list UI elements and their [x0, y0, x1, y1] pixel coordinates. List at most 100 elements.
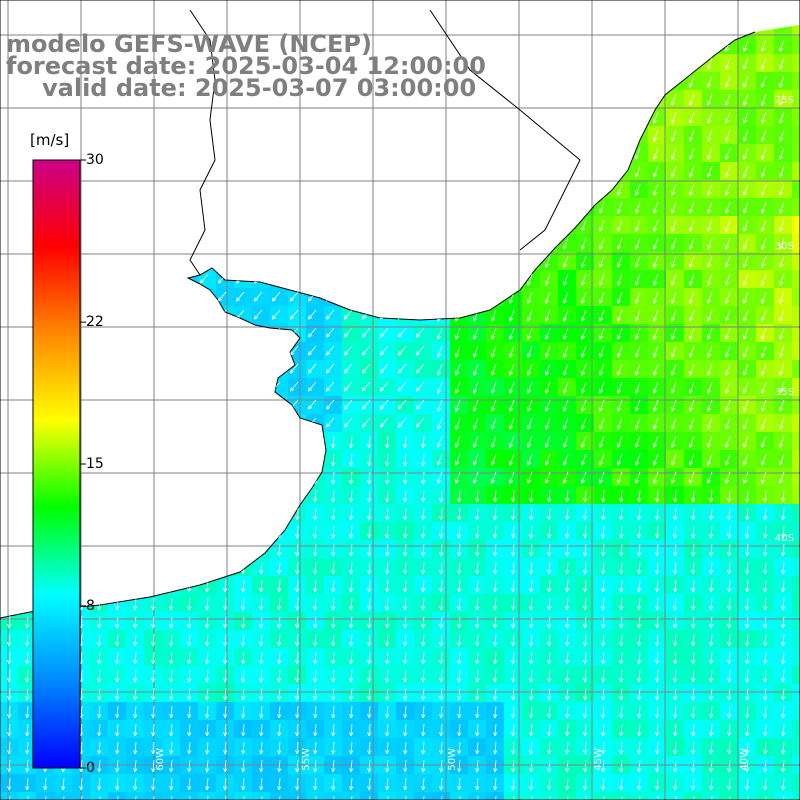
wind-arrow — [475, 579, 480, 593]
wind-cell — [162, 288, 181, 307]
wind-arrow — [205, 669, 210, 683]
wind-cell — [630, 54, 649, 73]
wind-arrow — [617, 435, 623, 448]
wind-arrow — [727, 741, 732, 755]
wind-cell — [234, 396, 253, 415]
wind-cell — [288, 468, 307, 487]
wind-cell — [792, 360, 800, 379]
wind-cell — [702, 180, 721, 199]
wind-cell — [414, 288, 433, 307]
wind-arrow — [710, 795, 713, 800]
wind-arrow — [779, 363, 785, 376]
wind-cell — [306, 450, 325, 469]
wind-arrow — [725, 219, 731, 232]
wind-cell — [126, 432, 145, 451]
wind-cell — [594, 324, 613, 343]
wind-arrow — [437, 471, 443, 484]
wind-cell — [234, 306, 253, 325]
wind-arrow — [599, 255, 605, 268]
wind-arrow — [781, 507, 786, 521]
wind-arrow — [491, 309, 497, 322]
wind-arrow — [529, 651, 534, 665]
wind-cell — [756, 306, 775, 325]
wind-arrow — [223, 579, 228, 593]
wind-arrow — [691, 741, 696, 755]
wind-arrow — [727, 669, 732, 683]
wind-arrow — [235, 219, 245, 230]
wind-cell — [162, 108, 181, 127]
wind-arrow — [349, 723, 354, 737]
wind-arrow — [397, 147, 407, 158]
wind-arrow — [253, 363, 263, 374]
wind-arrow — [91, 201, 101, 212]
wind-cell — [288, 144, 307, 163]
wind-cell — [432, 306, 451, 325]
wind-cell — [792, 540, 800, 559]
wind-cell — [468, 162, 487, 181]
wind-arrow — [581, 201, 587, 214]
wind-arrow — [259, 471, 264, 485]
wind-arrow — [527, 363, 533, 376]
wind-arrow — [331, 579, 336, 593]
wind-cell — [90, 342, 109, 361]
wind-arrow — [511, 705, 516, 719]
wind-cell — [702, 288, 721, 307]
wind-arrow — [397, 255, 407, 266]
wind-arrow — [511, 507, 516, 521]
wind-arrow — [707, 273, 713, 286]
wind-arrow — [349, 741, 354, 755]
wind-arrow — [199, 147, 209, 158]
wind-cell — [792, 576, 800, 595]
wind-cell — [198, 108, 217, 127]
wind-cell — [666, 378, 685, 397]
wind-arrow — [457, 489, 462, 503]
wind-cell — [126, 522, 145, 541]
wind-arrow — [545, 363, 551, 376]
wind-arrow — [547, 651, 552, 665]
wind-cell — [162, 486, 181, 505]
wind-cell — [468, 108, 487, 127]
wind-arrow — [617, 93, 623, 106]
wind-arrow — [19, 345, 29, 356]
wind-arrow — [403, 435, 408, 449]
wind-cell — [198, 234, 217, 253]
wind-arrow — [655, 633, 660, 647]
wind-cell — [144, 450, 163, 469]
wind-arrow — [563, 39, 569, 52]
wind-arrow — [727, 759, 732, 773]
wind-arrow — [655, 615, 660, 629]
wind-arrow — [761, 291, 767, 304]
wind-arrow — [437, 183, 443, 196]
wind-cell — [180, 234, 199, 253]
wind-arrow — [8, 795, 11, 800]
wind-cell — [180, 108, 199, 127]
wind-cell — [234, 198, 253, 217]
wind-arrow — [361, 219, 371, 230]
wind-cell — [324, 792, 343, 800]
wind-arrow — [601, 651, 606, 665]
wind-arrow — [367, 705, 372, 719]
wind-arrow — [763, 759, 768, 773]
wind-cell — [288, 162, 307, 181]
wind-arrow — [385, 435, 390, 449]
wind-arrow — [707, 453, 713, 466]
wind-arrow — [307, 147, 317, 158]
wind-cell — [792, 288, 800, 307]
wind-arrow — [527, 327, 533, 340]
wind-arrow — [709, 759, 714, 773]
wind-arrow — [601, 615, 606, 629]
wind-arrow — [415, 363, 425, 374]
wind-arrow — [367, 687, 372, 701]
wind-arrow — [19, 381, 29, 392]
wind-cell — [234, 270, 253, 289]
wind-cell — [468, 342, 487, 361]
wind-cell — [594, 360, 613, 379]
wind-cell — [774, 270, 793, 289]
wind-arrow — [599, 39, 605, 52]
wind-arrow — [385, 561, 390, 575]
wind-cell — [450, 414, 469, 433]
wind-arrow — [259, 759, 264, 773]
wind-cell — [306, 396, 325, 415]
wind-arrow — [691, 669, 696, 683]
wind-cell — [648, 72, 667, 91]
